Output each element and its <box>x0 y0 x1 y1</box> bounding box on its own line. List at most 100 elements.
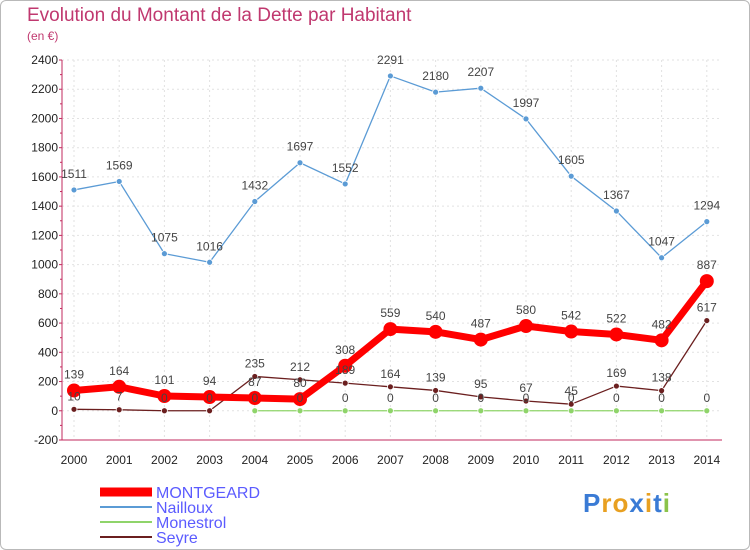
point-seyre <box>658 387 665 395</box>
data-label-nailloux: 1997 <box>513 96 540 110</box>
x-tick-label: 2004 <box>241 453 268 467</box>
x-tick-label: 2014 <box>693 453 720 467</box>
data-label-nailloux: 1367 <box>603 188 630 202</box>
data-label-nailloux: 2291 <box>377 53 404 67</box>
point-montgeard <box>157 389 172 404</box>
point-nailloux <box>567 172 575 180</box>
point-monestrol <box>296 407 304 415</box>
point-monestrol <box>703 407 711 415</box>
point-nailloux <box>703 218 711 226</box>
point-nailloux <box>160 250 168 258</box>
point-seyre <box>70 405 78 413</box>
point-monestrol <box>522 407 530 415</box>
data-label-seyre: 164 <box>380 367 400 381</box>
data-label-nailloux: 1552 <box>332 161 359 175</box>
legend-label-seyre: Seyre <box>156 530 198 547</box>
point-nailloux <box>206 258 214 266</box>
legend-label-montgeard: MONTGEARD <box>156 485 260 502</box>
x-tick-label: 2012 <box>603 453 630 467</box>
data-label-montgeard: 522 <box>606 311 626 325</box>
chart-title: Evolution du Montant de la Dette par Hab… <box>27 5 412 26</box>
data-label-seyre: 139 <box>426 370 446 384</box>
logo-letter: x <box>629 488 645 518</box>
point-montgeard <box>338 358 353 373</box>
logo-letter: r <box>601 488 613 518</box>
point-seyre <box>567 400 575 408</box>
logo-letter: t <box>653 488 663 518</box>
data-label-monestrol: 0 <box>658 391 665 405</box>
data-label-montgeard: 887 <box>697 258 717 272</box>
point-monestrol <box>341 407 349 415</box>
point-nailloux <box>386 72 394 80</box>
data-label-seyre: 0 <box>161 391 168 405</box>
y-tick-label: 1600 <box>31 170 58 184</box>
point-nailloux <box>432 88 440 96</box>
data-label-montgeard: 540 <box>426 309 446 323</box>
y-tick-label: 2200 <box>31 82 58 96</box>
point-nailloux <box>251 198 259 205</box>
x-tick-label: 2003 <box>196 453 223 467</box>
point-monestrol <box>658 407 665 415</box>
point-seyre <box>160 407 168 415</box>
data-label-montgeard: 164 <box>109 364 129 378</box>
point-seyre <box>341 379 349 387</box>
point-monestrol <box>386 407 394 415</box>
legend-label-monestrol: Monestrol <box>156 515 226 532</box>
data-label-montgeard: 94 <box>203 374 217 388</box>
data-label-montgeard: 101 <box>154 373 174 387</box>
data-label-montgeard: 542 <box>561 309 581 323</box>
data-label-nailloux: 1569 <box>106 158 133 172</box>
data-label-seyre: 7 <box>116 390 123 404</box>
data-label-nailloux: 1511 <box>61 167 87 181</box>
x-tick-label: 2009 <box>467 453 494 467</box>
data-label-seyre: 617 <box>697 301 717 315</box>
point-nailloux <box>613 207 620 215</box>
x-tick-label: 2013 <box>648 453 675 467</box>
data-label-nailloux: 1047 <box>648 235 675 249</box>
y-tick-label: 600 <box>38 316 58 330</box>
data-label-nailloux: 2180 <box>422 69 449 83</box>
point-monestrol <box>567 407 575 415</box>
point-nailloux <box>70 186 78 194</box>
logo-letter: P <box>583 488 602 518</box>
y-tick-label: 0 <box>51 404 58 418</box>
x-tick-label: 2001 <box>106 453 133 467</box>
point-montgeard <box>699 274 714 289</box>
point-seyre <box>432 387 440 394</box>
data-label-seyre: 0 <box>206 391 213 405</box>
data-label-montgeard: 559 <box>380 306 400 320</box>
data-label-seyre: 10 <box>67 389 81 403</box>
point-seyre <box>206 407 214 415</box>
point-seyre <box>115 406 123 414</box>
data-label-montgeard: 87 <box>248 375 262 389</box>
data-label-nailloux: 1294 <box>693 199 720 213</box>
point-monestrol <box>251 407 259 415</box>
data-label-monestrol: 0 <box>251 391 258 405</box>
point-montgeard <box>383 322 398 337</box>
data-label-monestrol: 0 <box>297 391 304 405</box>
point-nailloux <box>658 254 665 262</box>
x-tick-label: 2008 <box>422 453 449 467</box>
point-seyre <box>296 376 304 384</box>
point-nailloux <box>296 159 304 167</box>
legend-label-nailloux: Nailloux <box>156 500 213 517</box>
data-label-seyre: 95 <box>474 377 488 391</box>
data-label-seyre: 67 <box>519 381 533 395</box>
data-label-monestrol: 0 <box>387 391 394 405</box>
point-seyre <box>251 373 259 380</box>
point-nailloux <box>341 180 349 188</box>
data-label-nailloux: 1605 <box>558 153 585 167</box>
data-label-nailloux: 1075 <box>151 231 178 245</box>
y-tick-label: 1000 <box>31 258 58 272</box>
axes: -200020040060080010001200140016001800200… <box>31 53 722 467</box>
point-seyre <box>477 393 485 401</box>
x-tick-label: 2006 <box>332 453 359 467</box>
y-tick-label: 200 <box>38 375 58 389</box>
data-label-monestrol: 0 <box>523 391 530 405</box>
chart-unit: (en €) <box>27 29 59 43</box>
data-label-monestrol: 0 <box>613 391 620 405</box>
y-tick-label: 1800 <box>31 141 58 155</box>
data-label-montgeard: 482 <box>652 317 672 331</box>
